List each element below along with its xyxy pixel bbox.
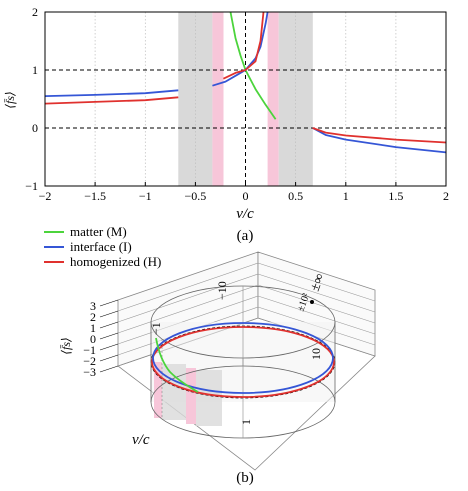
panel-a-ylabel: ⟨f̄s⟩ [3,91,17,108]
series-line-interface-segment-1 [212,11,269,87]
series-line-interface-segment-2 [312,127,447,154]
vertical-grid [94,12,397,186]
y-tick-label: −2 [83,354,96,368]
x-tick-label: −1 [139,189,152,203]
wall-grid [117,262,376,356]
band-pink-right [267,12,279,186]
y-tick-label: 0 [90,332,96,346]
panel-b-y-tick-marks [99,299,119,373]
x-tick-label: 1 [343,189,349,203]
x-tick-labels: −2 −1.5 −1 −0.5 0 0.5 1 1.5 2 [39,189,449,203]
panel-b-caption: (b) [236,470,254,486]
x-tick-label: −2 [39,189,52,203]
y-tick-label: 2 [90,310,96,324]
cyl-band-pink-mid [186,368,196,424]
x-ticks [44,11,447,187]
x-tick-label: 0 [243,189,249,203]
cyl-band-pink-left [154,362,162,418]
ring-label: ±∞ [308,272,328,294]
legend: matter (M) interface (I) homogenized (H) [44,224,161,269]
y-tick-label: 3 [90,299,96,313]
cyl-band-grey-left [162,364,186,420]
y-tick-label: 1 [90,321,96,335]
panel-a-series [44,11,447,154]
y-tick-label: 2 [32,5,38,19]
y-tick-label: −1 [25,179,38,193]
series-line-homogenized-segment-1 [223,11,265,80]
y-tick-label: −1 [83,343,96,357]
x-tick-label: −0.5 [185,189,207,203]
panel-b-xlabel: v/c [132,432,150,448]
ring-label: −1 [149,322,163,335]
legend-label-homogenized: homogenized (H) [70,254,161,269]
panel-a-xlabel: v/c [236,206,254,222]
series-line-interface-segment-0 [44,89,179,97]
x-tick-label: −1.5 [84,189,106,203]
x-tick-label: 2 [443,189,449,203]
y-tick-labels: 2 1 0 −1 [25,5,38,193]
series-line-homogenized-segment-2 [312,127,447,144]
x-tick-label: 0.5 [288,189,303,203]
panel-a-caption: (a) [237,228,254,244]
panel-b-ylabel: ⟨f̄s⟩ [59,337,73,354]
cylinder-curve-interface [152,322,334,394]
reference-lines [45,12,446,186]
x-tick-label: 1.5 [388,189,403,203]
panel-b-y-tick-labels: 3 2 1 0 −1 −2 −3 [83,299,96,379]
band-pink-left [212,12,224,186]
ring-label: 10 [309,348,323,360]
infinity-marker [310,300,314,304]
ring-label: 1 [239,419,253,425]
y-tick-label: 1 [32,63,38,77]
series-line-homogenized-segment-0 [44,96,179,105]
cylinder-curve-matter [155,337,199,393]
cyl-band-grey-mid [196,370,222,426]
legend-label-matter: matter (M) [70,224,127,239]
y-tick-label: 0 [32,121,38,135]
cylinder-curve-homogenized [151,326,335,398]
panel-b-series [151,322,335,398]
legend-label-interface: interface (I) [70,239,132,254]
y-tick-label: −3 [83,365,96,379]
panel-a-plot-area [45,12,446,186]
ring-label: −10 [215,281,229,300]
